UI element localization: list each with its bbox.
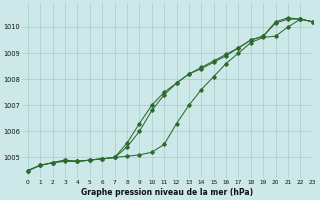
- X-axis label: Graphe pression niveau de la mer (hPa): Graphe pression niveau de la mer (hPa): [81, 188, 253, 197]
